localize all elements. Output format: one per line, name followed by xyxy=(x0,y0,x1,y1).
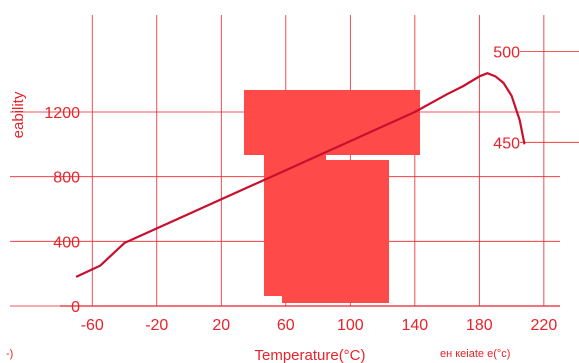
y-left-tick-label: 0 xyxy=(71,299,80,316)
x-tick-label: -20 xyxy=(145,317,168,334)
y-right-tick-label: 450 xyxy=(493,135,520,152)
y-left-tick-label: 1200 xyxy=(44,105,80,122)
x-tick-label: 100 xyxy=(337,317,364,334)
x-tick-label: 20 xyxy=(212,317,230,334)
x-axis-title: Temperature(°C) xyxy=(254,347,365,363)
block-3 xyxy=(282,160,389,303)
y-left-tick-label: 400 xyxy=(53,234,80,251)
series-lines xyxy=(75,72,526,278)
x-tick-label: 60 xyxy=(277,317,295,334)
x-tick-labels: -60 -20 20 60 100 140 180 220 xyxy=(81,317,558,334)
y-left-tick-labels: 0 400 800 1200 xyxy=(44,105,80,316)
footer-left-text: -) xyxy=(6,348,13,360)
x-tick-label: -60 xyxy=(81,317,104,334)
y-axis-title: eability xyxy=(10,91,27,138)
y-right-tick-label: 500 xyxy=(493,44,520,61)
y-left-tick-label: 800 xyxy=(53,170,80,187)
x-tick-label: 180 xyxy=(466,317,493,334)
y-right-tick-labels: 450 500 xyxy=(493,44,520,152)
x-tick-label: 220 xyxy=(531,317,558,334)
footer-right-text: ен кеіаtе е(°с) xyxy=(440,348,510,360)
x-tick-label: 140 xyxy=(401,317,428,334)
